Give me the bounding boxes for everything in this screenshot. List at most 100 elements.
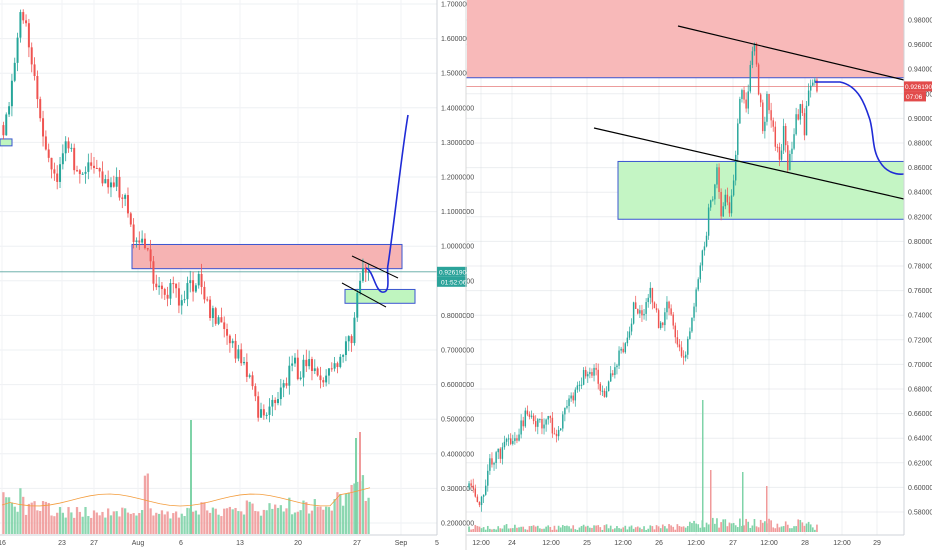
left-chart-panel[interactable]: 0.2000000 0.3000000 0.4000000 0.5000000 0.60… (0, 0, 474, 547)
right-volume-bar (616, 526, 618, 532)
right-candle-body (776, 146, 779, 148)
left-candle-body (274, 399, 277, 404)
right-candle-body (566, 406, 568, 408)
right-volume-bar (739, 518, 741, 532)
left-x-tick-label: 6 (179, 540, 183, 547)
left-volume-bar (324, 506, 328, 534)
right-volume-bar (724, 519, 727, 532)
right-candle-body (532, 415, 535, 422)
right-candle-body (489, 458, 491, 471)
right-volume-bar (795, 526, 797, 532)
right-volume-bar (743, 525, 745, 532)
right-volume-bar (568, 526, 570, 532)
left-volume-bar (30, 502, 33, 534)
left-y-tick-label: 1.2000000 (441, 175, 474, 182)
left-candle-body (288, 365, 291, 386)
right-volume-bar (532, 525, 535, 532)
left-volume-bar (101, 511, 104, 534)
right-volume-bar (534, 526, 537, 532)
left-candle-body (245, 361, 248, 377)
right-last-price-tag (904, 81, 932, 92)
right-volume-bar (666, 528, 668, 532)
left-volume-bar (265, 510, 268, 534)
left-volume-bar (92, 510, 96, 534)
left-countdown-label: 01:52:06 (441, 279, 467, 286)
right-candle-body (570, 395, 572, 399)
right-volume-bar (634, 527, 637, 532)
left-candle-body (251, 375, 254, 387)
left-candle-body (336, 363, 339, 367)
right-candle-body (509, 438, 512, 444)
left-candle-body (367, 271, 370, 273)
right-volume-bar (614, 528, 616, 532)
left-candle-body (330, 368, 333, 370)
left-volume-bar (291, 514, 294, 534)
right-candle-body (662, 322, 664, 326)
right-candle-body (816, 79, 818, 92)
left-candle-body (325, 375, 328, 383)
left-volume-bar (214, 508, 217, 534)
right-y-tick-label: 0.5800000 (908, 510, 932, 517)
left-x-tick-label: 27 (90, 540, 98, 547)
right-y-tick-label: 0.6000000 (908, 485, 932, 492)
left-volume-bar (10, 502, 14, 534)
left-volume-bar (2, 492, 5, 534)
left-candle-body (271, 399, 274, 407)
right-volume-bar (753, 519, 756, 532)
right-candle-body (484, 485, 487, 495)
left-volume-bar (234, 507, 237, 534)
right-candle-body (559, 428, 562, 431)
right-y-tick-label: 0.8400000 (908, 190, 932, 197)
right-candle-body (747, 91, 749, 109)
right-candle-body (687, 338, 689, 355)
right-volume-bar (759, 519, 762, 532)
left-candle-body (8, 106, 11, 115)
left-x-tick-label: Aug (132, 540, 145, 547)
right-candle-body (691, 317, 693, 332)
right-candle-body (737, 123, 739, 155)
left-candle-body (282, 383, 285, 388)
left-candle-body (194, 285, 197, 292)
left-volume-bar (208, 512, 212, 534)
left-volume-bar (107, 508, 110, 534)
right-volume-bar (641, 529, 643, 532)
right-volume-bar (726, 526, 729, 532)
left-volume-bar (242, 514, 246, 534)
right-candle-body (789, 153, 791, 171)
left-candle-body (50, 157, 53, 170)
left-y-tick-label: 1.0000000 (441, 244, 474, 251)
right-candle-body (653, 302, 656, 309)
right-trendline-upper (677, 25, 905, 81)
right-volume-bar (768, 518, 770, 532)
right-candle-body (507, 438, 510, 440)
left-candle-body (310, 359, 313, 371)
right-candle-body (574, 389, 577, 401)
right-candle-body (580, 384, 583, 386)
left-volume-bar (220, 516, 223, 534)
left-candle-body (93, 165, 95, 168)
right-countdown-tag (904, 91, 926, 102)
left-volume-bar (22, 496, 25, 534)
left-volume-bar (327, 507, 331, 534)
right-candle-body (668, 301, 670, 309)
left-y-tick-label: 0.2000000 (441, 521, 474, 528)
right-candle-body (643, 313, 645, 316)
right-volume-bar (718, 527, 720, 532)
left-volume-bar (129, 513, 132, 534)
right-volume-bar (661, 524, 664, 532)
right-volume-bar (764, 521, 766, 532)
left-volume-bar (200, 502, 203, 534)
right-candle-body (597, 369, 599, 384)
right-candle-body (734, 154, 737, 181)
right-x-tick-label: 12:00 (614, 540, 632, 547)
right-volume-spike (710, 470, 712, 532)
right-volume-bar (480, 528, 483, 532)
left-countdown-tag (437, 276, 467, 287)
right-chart-panel[interactable]: 0.5800000 0.6000000 0.6200000 0.6400000 0.66… (466, 0, 932, 547)
left-candle-body (262, 409, 265, 416)
left-candle-body (257, 396, 260, 418)
left-candle-body (64, 141, 67, 154)
left-volume-bar (231, 509, 234, 534)
left-x-tick-label: 20 (294, 540, 302, 547)
